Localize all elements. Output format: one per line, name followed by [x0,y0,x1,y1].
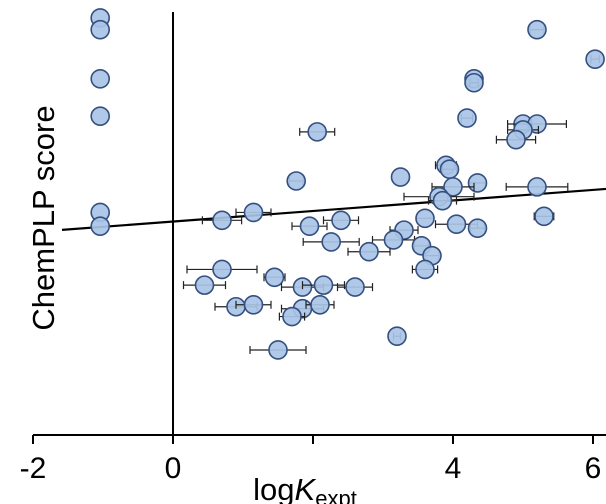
data-point [415,208,435,229]
data-point [194,275,215,295]
data-point [467,173,488,193]
data-point [446,214,467,235]
data-point [415,259,435,280]
data-point [321,232,342,252]
data-point [212,210,232,231]
x-tick-label: 6 [585,452,602,485]
data-point [313,275,334,295]
data-point [268,340,288,360]
data-point [243,294,264,315]
x-axis-label: logKexpt [253,472,357,504]
data-point [90,106,110,126]
data-point [527,177,547,197]
axes-group [32,12,606,444]
data-point [90,69,110,89]
data-point [282,306,302,327]
labels-group: -2 0 4 6 ChemPLP score logKexpt [20,105,602,504]
data-point [243,202,264,223]
data-point [90,19,110,40]
data-point [443,177,463,197]
data-point [264,267,285,288]
data-point [307,122,328,142]
data-point [299,216,320,236]
data-point [464,72,484,93]
data-point [359,241,379,262]
data-point [90,216,110,236]
data-points-group [90,8,605,360]
data-point [457,108,477,128]
data-point [432,190,453,211]
data-point [506,129,526,150]
data-point [439,159,460,179]
data-point [585,49,605,69]
data-point [310,294,330,315]
data-point [383,230,404,250]
data-point [527,19,547,40]
data-point [534,206,554,227]
fit-line-group [61,187,606,231]
data-point [345,277,365,297]
regression-line [61,187,606,231]
data-point [467,218,488,238]
x-tick-label: 4 [445,452,462,485]
y-axis-label: ChemPLP score [26,105,61,330]
x-tick-label: 0 [165,452,182,485]
data-point [390,167,411,187]
data-point [212,259,232,280]
data-point [387,326,407,347]
data-point [286,171,307,191]
data-point [331,210,351,231]
x-tick-label: -2 [20,452,47,485]
